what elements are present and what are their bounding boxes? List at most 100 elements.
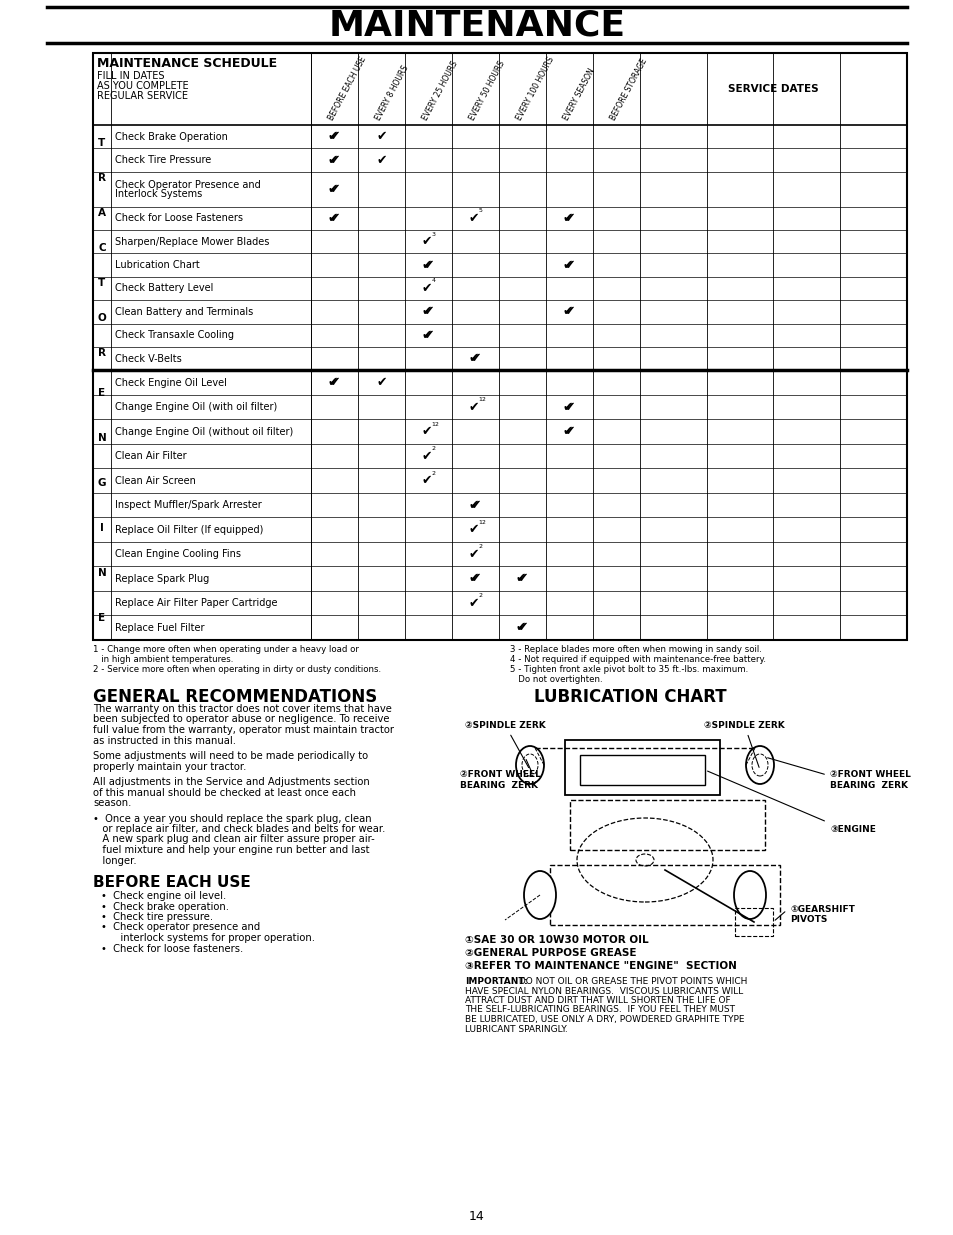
Text: 4 - Not required if equipped with maintenance-free battery.: 4 - Not required if equipped with mainte… bbox=[510, 655, 765, 664]
Text: 2: 2 bbox=[478, 593, 482, 598]
Text: 12: 12 bbox=[478, 520, 486, 525]
Text: 2: 2 bbox=[431, 471, 435, 475]
Text: •  Check for loose fasteners.: • Check for loose fasteners. bbox=[101, 944, 243, 953]
Text: THE SELF-LUBRICATING BEARINGS.  IF YOU FEEL THEY MUST: THE SELF-LUBRICATING BEARINGS. IF YOU FE… bbox=[464, 1005, 734, 1014]
Text: ①GEARSHIFT: ①GEARSHIFT bbox=[789, 905, 854, 914]
Text: ✔: ✔ bbox=[329, 130, 339, 143]
Text: ②GENERAL PURPOSE GREASE: ②GENERAL PURPOSE GREASE bbox=[464, 948, 636, 958]
Text: 2 - Service more often when operating in dirty or dusty conditions.: 2 - Service more often when operating in… bbox=[92, 664, 381, 674]
Text: ✔: ✔ bbox=[329, 183, 339, 195]
Text: ✔: ✔ bbox=[327, 212, 337, 225]
Text: N: N bbox=[97, 568, 107, 578]
Text: Check Tire Pressure: Check Tire Pressure bbox=[115, 156, 211, 165]
Text: ✔: ✔ bbox=[468, 597, 478, 610]
Bar bbox=[569, 800, 764, 850]
Text: ✔: ✔ bbox=[515, 621, 525, 635]
Text: ✔: ✔ bbox=[470, 499, 480, 511]
Text: ✔: ✔ bbox=[421, 258, 432, 272]
Text: 12: 12 bbox=[478, 396, 486, 403]
Text: ✔: ✔ bbox=[470, 572, 480, 585]
Text: Check Brake Operation: Check Brake Operation bbox=[115, 132, 228, 142]
Text: G: G bbox=[97, 478, 106, 488]
Text: Replace Fuel Filter: Replace Fuel Filter bbox=[115, 622, 204, 632]
Text: BEFORE EACH USE: BEFORE EACH USE bbox=[326, 56, 368, 122]
Text: ✔: ✔ bbox=[423, 329, 434, 342]
Text: 3: 3 bbox=[431, 232, 435, 237]
Text: 1 - Change more often when operating under a heavy load or: 1 - Change more often when operating und… bbox=[92, 645, 358, 655]
Text: ✔: ✔ bbox=[423, 305, 434, 319]
Text: ✔: ✔ bbox=[468, 400, 478, 414]
Ellipse shape bbox=[733, 871, 765, 919]
Ellipse shape bbox=[523, 871, 556, 919]
Text: Lubrication Chart: Lubrication Chart bbox=[115, 261, 199, 270]
Text: Change Engine Oil (with oil filter): Change Engine Oil (with oil filter) bbox=[115, 403, 277, 412]
Text: ✔: ✔ bbox=[563, 212, 574, 225]
Text: The warranty on this tractor does not cover items that have: The warranty on this tractor does not co… bbox=[92, 704, 392, 714]
Text: E: E bbox=[98, 388, 106, 398]
Text: BEFORE EACH USE: BEFORE EACH USE bbox=[92, 876, 251, 890]
Text: GENERAL RECOMMENDATIONS: GENERAL RECOMMENDATIONS bbox=[92, 688, 376, 706]
Text: ✔: ✔ bbox=[421, 450, 432, 463]
Text: ✔: ✔ bbox=[561, 258, 572, 272]
Text: HAVE SPECIAL NYLON BEARINGS.  VISCOUS LUBRICANTS WILL: HAVE SPECIAL NYLON BEARINGS. VISCOUS LUB… bbox=[464, 987, 742, 995]
Text: EVERY SEASON: EVERY SEASON bbox=[561, 67, 596, 122]
Bar bbox=[92, 53, 906, 640]
Text: longer.: longer. bbox=[92, 856, 136, 866]
Text: A: A bbox=[98, 207, 106, 217]
Text: DO NOT OIL OR GREASE THE PIVOT POINTS WHICH: DO NOT OIL OR GREASE THE PIVOT POINTS WH… bbox=[516, 977, 746, 986]
Text: ✔: ✔ bbox=[470, 352, 480, 366]
Text: 2: 2 bbox=[478, 545, 482, 550]
Text: season.: season. bbox=[92, 798, 132, 808]
Text: BEARING  ZERK: BEARING ZERK bbox=[459, 781, 537, 790]
Text: 5: 5 bbox=[478, 209, 482, 214]
Text: BEFORE STORAGE: BEFORE STORAGE bbox=[608, 57, 648, 122]
Text: •  Check engine oil level.: • Check engine oil level. bbox=[101, 890, 226, 902]
Text: Check V-Belts: Check V-Belts bbox=[115, 353, 182, 363]
Text: SERVICE DATES: SERVICE DATES bbox=[727, 84, 818, 94]
Text: or replace air filter, and check blades and belts for wear.: or replace air filter, and check blades … bbox=[92, 824, 385, 834]
Text: IMPORTANT:: IMPORTANT: bbox=[464, 977, 527, 986]
Text: 12: 12 bbox=[431, 421, 439, 426]
Text: Replace Oil Filter (If equipped): Replace Oil Filter (If equipped) bbox=[115, 525, 263, 535]
Ellipse shape bbox=[745, 746, 773, 784]
Text: ②FRONT WHEEL: ②FRONT WHEEL bbox=[829, 769, 910, 779]
Text: ✔: ✔ bbox=[561, 400, 572, 414]
Ellipse shape bbox=[516, 746, 543, 784]
Text: fuel mixture and help your engine run better and last: fuel mixture and help your engine run be… bbox=[92, 845, 369, 855]
Text: of this manual should be checked at least once each: of this manual should be checked at leas… bbox=[92, 788, 355, 798]
Text: Sharpen/Replace Mower Blades: Sharpen/Replace Mower Blades bbox=[115, 237, 269, 247]
Text: Interlock Systems: Interlock Systems bbox=[115, 189, 202, 199]
Text: •  Once a year you should replace the spark plug, clean: • Once a year you should replace the spa… bbox=[92, 814, 372, 824]
Text: 3 - Replace blades more often when mowing in sandy soil.: 3 - Replace blades more often when mowin… bbox=[510, 645, 761, 655]
Text: ✔: ✔ bbox=[561, 212, 572, 225]
Text: Inspect Muffler/Spark Arrester: Inspect Muffler/Spark Arrester bbox=[115, 500, 261, 510]
Bar bbox=[579, 755, 704, 785]
Text: Replace Air Filter Paper Cartridge: Replace Air Filter Paper Cartridge bbox=[115, 598, 277, 608]
Text: •  Check operator presence and: • Check operator presence and bbox=[101, 923, 260, 932]
Text: ✔: ✔ bbox=[468, 547, 478, 561]
Bar bbox=[564, 740, 720, 795]
Text: ✔: ✔ bbox=[468, 499, 478, 511]
Text: been subjected to operator abuse or negligence. To receive: been subjected to operator abuse or negl… bbox=[92, 715, 389, 725]
Text: Do not overtighten.: Do not overtighten. bbox=[510, 676, 602, 684]
Text: Replace Spark Plug: Replace Spark Plug bbox=[115, 574, 209, 584]
Text: 4: 4 bbox=[431, 278, 435, 284]
Text: •  Check tire pressure.: • Check tire pressure. bbox=[101, 911, 213, 923]
Text: ②SPINDLE ZERK: ②SPINDLE ZERK bbox=[703, 721, 784, 767]
Text: Clean Battery and Terminals: Clean Battery and Terminals bbox=[115, 306, 253, 317]
Text: ATTRACT DUST AND DIRT THAT WILL SHORTEN THE LIFE OF: ATTRACT DUST AND DIRT THAT WILL SHORTEN … bbox=[464, 995, 730, 1005]
Text: ✔: ✔ bbox=[563, 425, 574, 438]
Text: ✔: ✔ bbox=[421, 305, 432, 319]
Text: PIVOTS: PIVOTS bbox=[789, 915, 826, 924]
Text: 2: 2 bbox=[431, 446, 435, 451]
Text: MAINTENANCE: MAINTENANCE bbox=[328, 7, 625, 42]
Text: interlock systems for proper operation.: interlock systems for proper operation. bbox=[111, 932, 314, 944]
Text: Check Operator Presence and: Check Operator Presence and bbox=[115, 180, 260, 190]
Text: ✔: ✔ bbox=[375, 153, 386, 167]
Text: BE LUBRICATED, USE ONLY A DRY, POWDERED GRAPHITE TYPE: BE LUBRICATED, USE ONLY A DRY, POWDERED … bbox=[464, 1015, 743, 1024]
Text: ✔: ✔ bbox=[421, 329, 432, 342]
Text: ✔: ✔ bbox=[327, 375, 337, 389]
Text: E: E bbox=[98, 613, 106, 622]
Text: O: O bbox=[97, 312, 107, 322]
Text: in high ambient temperatures.: in high ambient temperatures. bbox=[92, 655, 233, 664]
